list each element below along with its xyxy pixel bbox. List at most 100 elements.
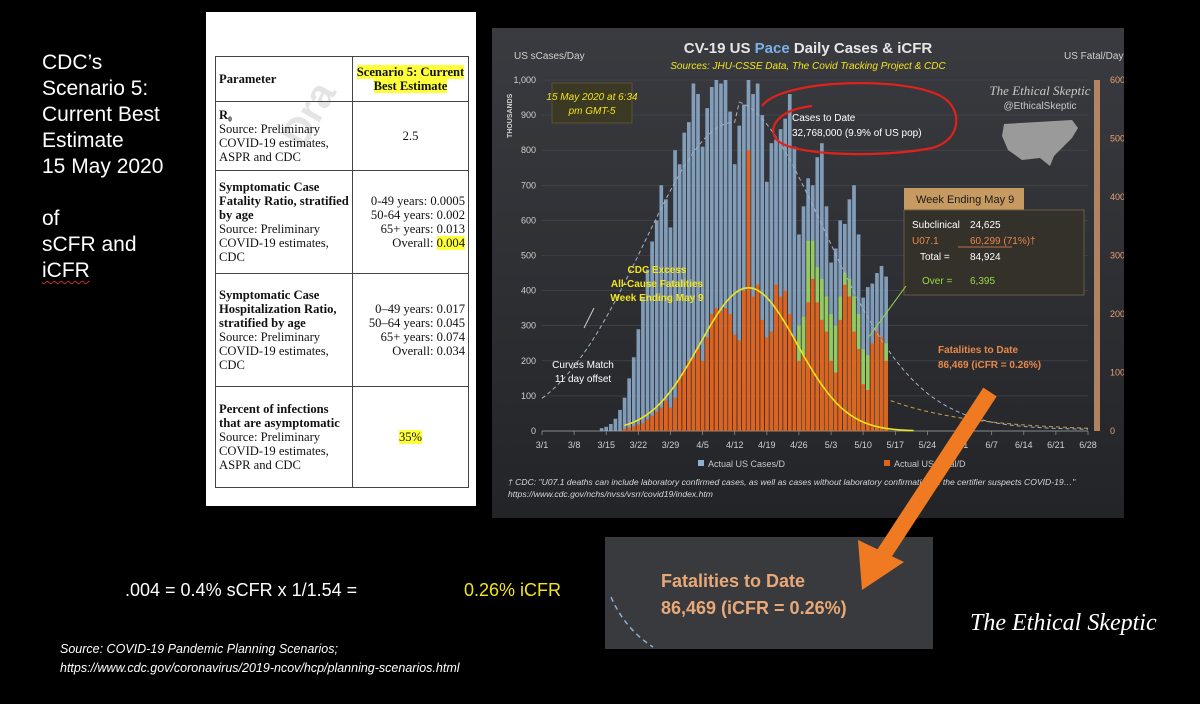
row-source: Source: Preliminary COVID-19 estimates, …	[219, 330, 329, 372]
legend-fatal: Actual US Fatal/D	[894, 459, 966, 469]
fatality-bar	[865, 390, 870, 431]
fatality-bar	[861, 384, 866, 431]
case-bar	[755, 83, 760, 431]
fatality-bar	[755, 284, 760, 431]
y-left-tick-label: 100	[521, 391, 536, 401]
source-line: Source: COVID-19 Pandemic Planning Scena…	[60, 642, 338, 656]
row-overall-label: Overall:	[392, 236, 434, 250]
equation-right: 0.26% iCFR	[464, 580, 561, 601]
x-tick-label: 3/29	[662, 440, 680, 450]
x-tick-label: 4/26	[790, 440, 808, 450]
y-left-tick-label: 300	[521, 321, 536, 331]
excess-pointer	[867, 285, 907, 339]
fatality-bar	[774, 284, 778, 431]
fatality-bar	[783, 290, 788, 431]
fatality-bar	[737, 340, 742, 431]
case-bar	[764, 181, 769, 431]
week-row-label: Total =	[920, 252, 950, 263]
row-value: Overall: 0.034	[392, 344, 465, 358]
fatality-bar	[751, 296, 755, 431]
week-row-value: 84,924	[970, 252, 1001, 263]
y-right-tick-label: 1000	[1110, 368, 1124, 378]
fatality-bar	[677, 378, 682, 431]
case-bar	[641, 297, 645, 431]
fatality-bar	[852, 331, 856, 431]
fatalities-to-date-label: Fatalities to Date	[938, 345, 1018, 356]
case-bar	[645, 269, 650, 431]
case-bar	[668, 227, 673, 431]
case-bar	[613, 418, 618, 431]
title-line: Current Best	[42, 103, 160, 126]
case-bar	[792, 146, 797, 431]
case-bar	[728, 111, 732, 431]
case-bar	[659, 185, 664, 431]
source-citation: Source: COVID-19 Pandemic Planning Scena…	[60, 640, 460, 678]
case-bar	[691, 83, 696, 431]
cdc-excess-label: Week Ending May 9	[610, 293, 704, 304]
x-tick-label: 3/1	[536, 440, 549, 450]
source-line: https://www.cdc.gov/coronavirus/2019-nco…	[60, 661, 460, 675]
fatality-bar	[806, 302, 810, 431]
y-left-tick-label: 700	[521, 180, 536, 190]
fatality-bar	[728, 314, 732, 431]
fatality-bar	[764, 337, 769, 431]
case-bar	[737, 125, 742, 431]
fatality-bar	[645, 419, 650, 431]
fatality-bar	[884, 360, 888, 431]
y-left-tick-label: 0	[531, 426, 536, 436]
fatality-bar	[627, 427, 632, 431]
case-bar	[673, 150, 677, 431]
x-tick-label: 6/28	[1079, 440, 1097, 450]
x-tick-label: 3/8	[568, 440, 581, 450]
table-row: Percent of infections that are asymptoma…	[215, 386, 469, 488]
case-bar	[608, 423, 613, 431]
case-bar	[769, 143, 774, 431]
cdc-excess-label: All-Cause Fatalities	[611, 279, 704, 290]
row-value: 2.5	[402, 129, 419, 143]
fatality-bar	[792, 337, 797, 431]
fatality-bar	[654, 411, 659, 431]
fatality-bar	[732, 334, 737, 431]
fatality-bar	[810, 278, 815, 431]
case-bar	[627, 378, 632, 431]
fatality-bar	[714, 308, 719, 431]
equation-left: .004 = 0.4% sCFR x 1/1.54 =	[125, 580, 358, 600]
cases-to-date-value: 32,768,000 (9.9% of US pop)	[792, 128, 922, 139]
curves-match-label: 11 day offset	[555, 374, 612, 385]
x-tick-label: 5/17	[887, 440, 905, 450]
row-value: 65+ years: 0.074	[380, 330, 465, 344]
fatalities-to-date-value: 86,469 (iCFR = 0.26%)	[938, 360, 1041, 371]
fatality-bars	[622, 150, 888, 431]
y-left-ticks: 0 100 200 300 400 500 600 700 800 900 1,000	[513, 75, 536, 436]
fatality-bar	[686, 360, 691, 431]
title-line: sCFR and	[42, 233, 137, 256]
fatality-bar	[847, 296, 852, 431]
y-left-unit: THOUSANDS	[507, 93, 514, 138]
row-value: 35%	[398, 430, 423, 444]
case-bar	[696, 94, 700, 431]
fatality-bar	[875, 331, 879, 431]
table-row: Parameter Scenario 5: Current Best Estim…	[215, 56, 469, 102]
fatality-bar	[815, 302, 820, 431]
fatality-bar	[842, 284, 847, 431]
y-right-tick-label: 5000	[1110, 134, 1124, 144]
footnote: † CDC: "U07.1 deaths can include laborat…	[508, 477, 1076, 499]
case-bar	[714, 80, 719, 431]
x-tick-label: 6/14	[1015, 440, 1033, 450]
y-left-tick-label: 400	[521, 286, 536, 296]
curves-match-label: Curves Match	[552, 360, 614, 371]
fatality-bar	[696, 349, 700, 431]
fatality-bar	[691, 357, 696, 431]
case-bar	[631, 357, 636, 431]
fatality-bar	[856, 349, 861, 431]
fatality-bar	[673, 397, 677, 431]
fatality-bar	[879, 337, 884, 431]
x-tick-label: 4/5	[696, 440, 709, 450]
row-value: 0-49 years: 0.0005	[370, 194, 465, 208]
title-line: iCFR	[42, 259, 90, 282]
fatality-bar	[746, 150, 751, 431]
case-bar	[622, 397, 627, 431]
title-line: CDC’s	[42, 51, 103, 74]
zoom-fatalities-label: Fatalities to Date	[661, 571, 806, 591]
timestamp-box: 15 May 2020 at 6:34 pm GMT-5	[546, 82, 638, 124]
